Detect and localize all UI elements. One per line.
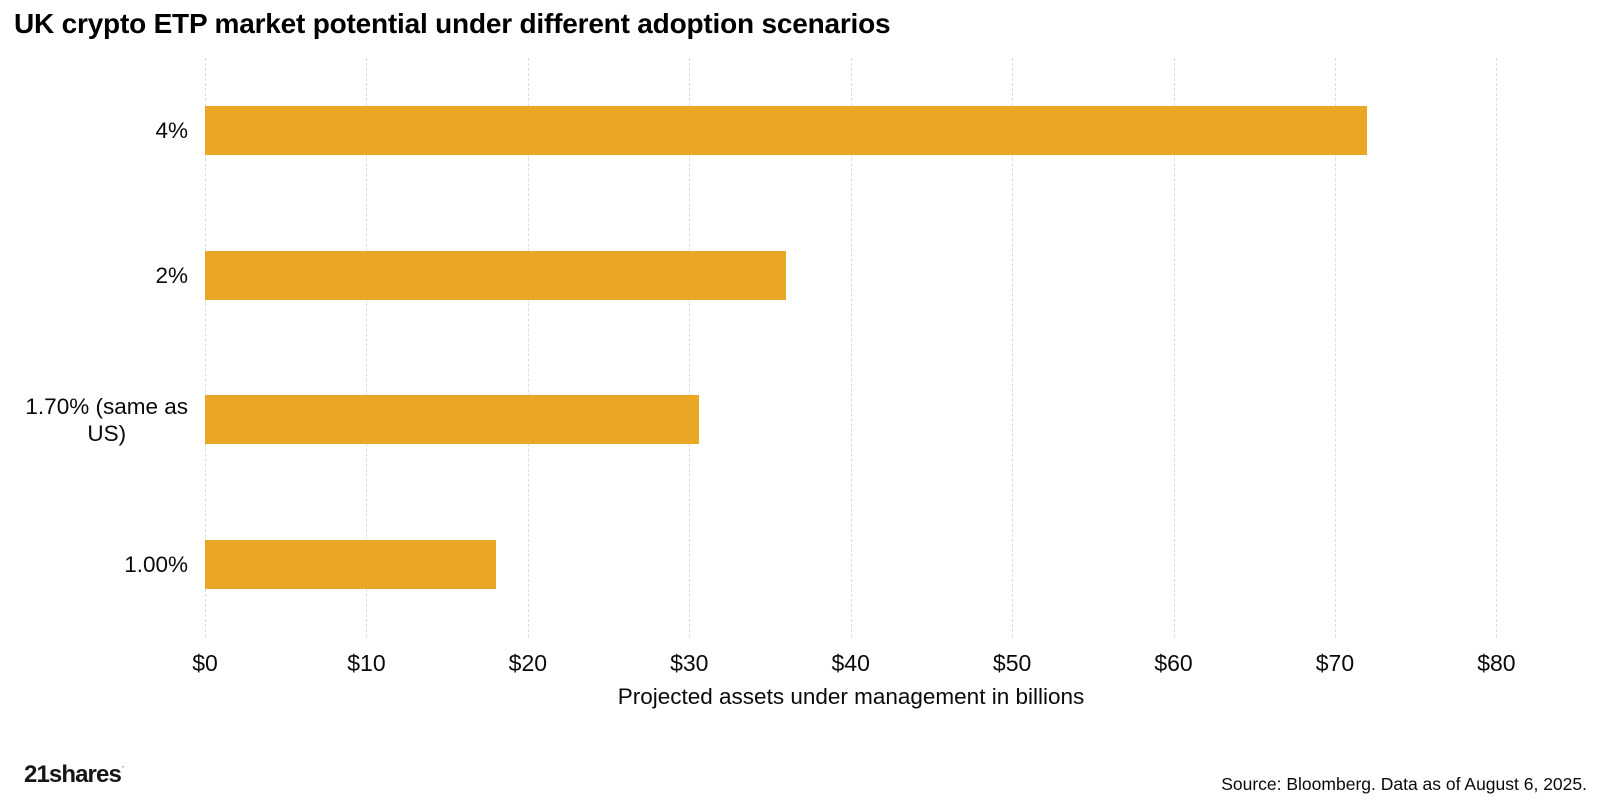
gridline (1334, 58, 1336, 637)
bar-row (205, 348, 1590, 493)
x-axis-tick-row: $0 $10 $20 $30 $40 $50 $60 $70 $80 (192, 650, 1590, 680)
logo-text: 21shares (24, 761, 122, 788)
source-note: Source: Bloomberg. Data as of August 6, … (1221, 774, 1587, 794)
bar-chart: 4% 2% 1.70% (same as US) 1.00% (0, 58, 1590, 637)
y-axis-label: 2% (155, 262, 188, 288)
gridline (1012, 58, 1014, 637)
gridlines-layer (205, 58, 1590, 637)
gridline (366, 58, 368, 637)
x-axis-tick-label: $10 (347, 650, 386, 676)
x-axis-tick-label: $80 (1477, 650, 1516, 676)
x-axis-tick-label: $60 (1154, 650, 1193, 676)
x-axis-tick-label: $70 (1315, 650, 1355, 676)
bar-1.70pct (205, 395, 699, 445)
bar-2pct (205, 250, 787, 300)
bar-row (205, 58, 1590, 203)
x-axis-tick-label: $0 (192, 650, 218, 676)
bar-1.00pct (205, 540, 496, 590)
gridline (205, 58, 206, 637)
bars-layer (205, 58, 1590, 637)
x-axis-tick-label: $20 (508, 650, 548, 676)
bar-4pct (205, 105, 1368, 155)
gridline (850, 58, 852, 637)
gridline (527, 58, 529, 637)
y-axis-labels: 4% 2% 1.70% (same as US) 1.00% (0, 58, 205, 637)
x-axis-tick-label: $50 (992, 650, 1032, 676)
y-axis-label: 1.70% (same as US) (25, 393, 188, 446)
logo-trademark-dot: · (121, 762, 125, 772)
bar-row (205, 203, 1590, 348)
bar-row (205, 492, 1590, 637)
chart-title: UK crypto ETP market potential under dif… (14, 8, 891, 39)
y-axis-label: 4% (155, 117, 188, 143)
plot-area (205, 58, 1590, 637)
logo-21shares: 21shares· (24, 761, 125, 789)
x-axis-tick-label: $30 (670, 650, 709, 676)
x-axis-tick-label: $40 (831, 650, 870, 676)
x-axis-title: Projected assets under management in bil… (617, 684, 1085, 709)
gridline (689, 58, 691, 637)
gridline (1173, 58, 1175, 637)
gridline (1496, 58, 1498, 637)
y-axis-label: 1.00% (124, 552, 188, 578)
